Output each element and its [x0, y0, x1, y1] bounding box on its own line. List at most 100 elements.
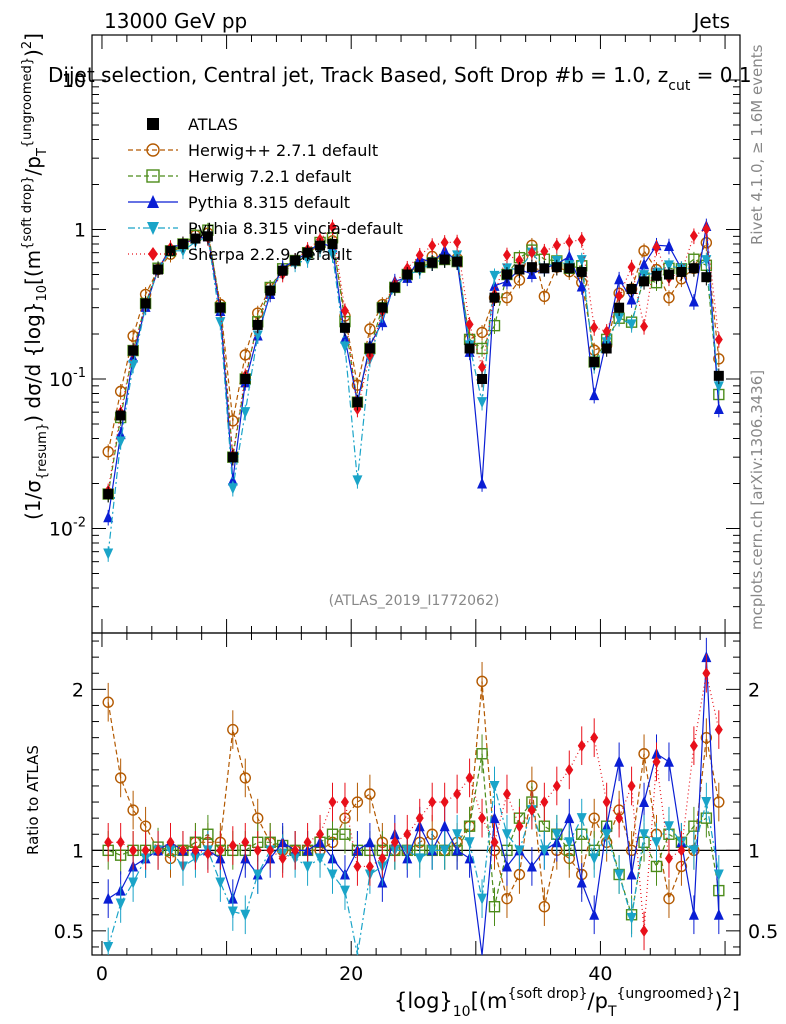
data-point: [564, 263, 575, 274]
data-point: [327, 249, 338, 261]
data-point: [452, 256, 463, 267]
data-point: [614, 302, 625, 313]
ratio-point: [239, 772, 251, 784]
ratio-point: [615, 812, 624, 825]
ratio-point: [303, 836, 312, 849]
ratio-point: [627, 779, 636, 792]
ratio-point: [390, 836, 399, 849]
series-line: [107, 785, 720, 956]
ratio-point: [527, 804, 536, 817]
legend-marker: [147, 195, 159, 208]
data-point: [227, 474, 238, 486]
ratio-point: [465, 771, 474, 784]
series-2-ratio: [102, 734, 725, 935]
data-point: [576, 280, 587, 292]
legend-marker: [147, 222, 159, 235]
series-4-ratio: [103, 766, 724, 956]
ratio-point: [538, 901, 551, 913]
ratio-point: [129, 844, 138, 857]
data-point: [227, 415, 239, 427]
ratio-point: [588, 812, 600, 824]
data-point: [689, 229, 698, 242]
ratio-point: [713, 908, 724, 920]
top-panel-axes: 10-2 10-1 1 10: [49, 34, 740, 634]
ratio-point: [564, 812, 575, 824]
data-point: [315, 240, 326, 251]
ratio-point: [216, 844, 225, 857]
y-axis-label-top: (1/σ{resum}) dσ/d {log}10[(m{soft drop}/…: [20, 33, 50, 520]
data-point: [589, 389, 600, 401]
ratio-point: [351, 796, 364, 808]
data-point: [663, 260, 674, 272]
ratio-point: [403, 828, 412, 841]
data-point: [688, 295, 699, 307]
ratio-point: [626, 912, 637, 924]
ratio-point: [364, 836, 375, 848]
data-point: [202, 231, 213, 242]
data-point: [227, 483, 238, 495]
data-point: [352, 397, 363, 408]
x-tick-label: 20: [339, 963, 363, 985]
data-point: [577, 233, 586, 246]
ratio-point: [526, 860, 537, 872]
series-line: [107, 232, 720, 452]
series-line: [107, 681, 720, 907]
data-point: [589, 356, 600, 367]
data-point: [714, 333, 723, 346]
ratio-point: [102, 696, 114, 708]
data-point: [464, 343, 475, 354]
data-point: [115, 436, 126, 448]
ratio-point: [638, 748, 650, 760]
ratio-point: [514, 845, 525, 857]
legend-label: ATLAS: [188, 115, 238, 134]
data-point: [676, 266, 687, 277]
ratio-point: [689, 739, 698, 752]
data-point: [439, 254, 450, 265]
data-point: [476, 326, 488, 339]
ratio-point: [427, 845, 438, 857]
data-point: [265, 285, 276, 296]
data-point: [440, 236, 449, 249]
ratio-point: [700, 731, 713, 744]
data-point: [102, 445, 114, 458]
ratio-point: [652, 755, 661, 768]
data-point: [427, 257, 438, 268]
ratio-point: [577, 739, 586, 752]
ratio-point: [551, 829, 562, 841]
data-point: [576, 255, 587, 267]
data-point: [402, 269, 413, 280]
series-3-ratio: [103, 637, 724, 956]
data-point: [639, 276, 650, 287]
ratio-point: [476, 675, 488, 687]
ratio-point: [640, 924, 649, 937]
ratio-point: [103, 892, 114, 904]
ratio-point: [128, 877, 139, 889]
data-point: [153, 264, 164, 275]
ratio-point: [116, 836, 125, 849]
ratio-point: [688, 908, 699, 920]
ratio-point: [328, 796, 337, 809]
y-tick-label: 10-1: [49, 366, 86, 391]
ratio-point: [515, 820, 524, 833]
ratio-point: [490, 836, 499, 849]
data-point: [103, 548, 114, 560]
data-point: [651, 270, 662, 281]
legend-label: Sherpa 2.2.9 default: [188, 245, 352, 264]
ratio-point: [502, 788, 511, 800]
legend-marker: [146, 143, 160, 157]
ratio-point: [428, 796, 437, 809]
data-point: [502, 249, 511, 262]
data-point: [190, 233, 201, 244]
ratio-tick-label: 2: [72, 679, 84, 701]
data-point: [478, 361, 487, 374]
data-point: [701, 272, 712, 283]
ratio-point: [302, 861, 313, 873]
ratio-panel-series: [102, 637, 725, 956]
legend: ATLAS Herwig++ 2.7.1 default Herwig 7.2.1 …: [128, 115, 403, 264]
legend-marker: [146, 169, 160, 183]
data-point: [165, 245, 176, 256]
data-point: [128, 345, 139, 356]
data-point: [489, 279, 500, 291]
series-0-top: [103, 228, 724, 503]
